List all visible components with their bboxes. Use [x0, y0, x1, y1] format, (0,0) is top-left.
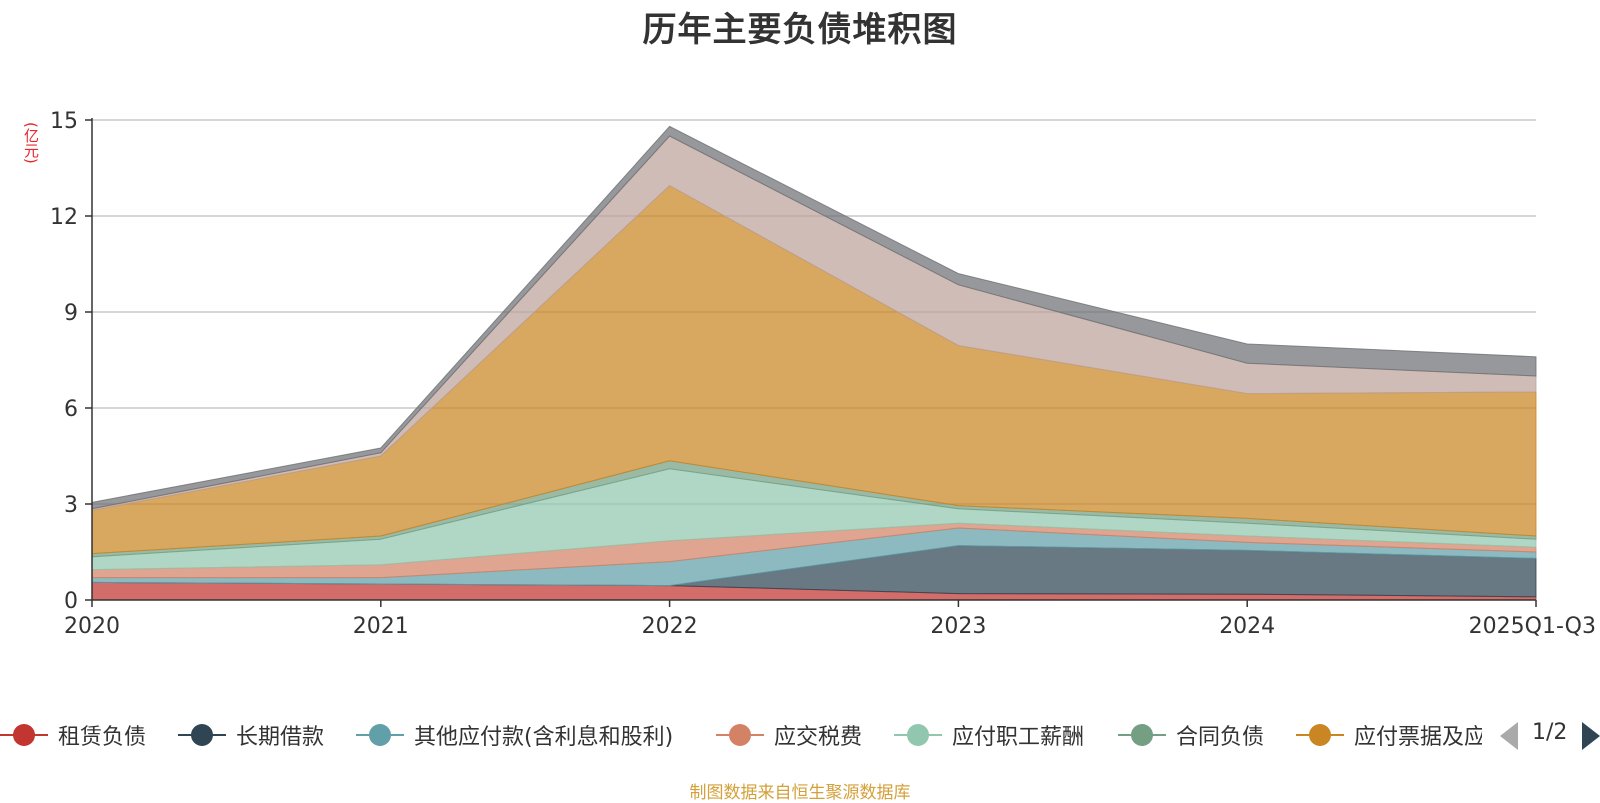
legend-item[interactable]: 应交税费	[716, 718, 876, 752]
y-tick-label: 3	[64, 493, 78, 518]
axes: 0 3 6 9 12 15 2020 2021 2022 2023 2024 2025Q1-Q3	[50, 109, 1596, 639]
legend-marker-icon	[0, 718, 48, 752]
legend-pager: 1/2	[1500, 718, 1600, 752]
legend-label: 应付票据及应付账款	[1354, 725, 1482, 750]
legend-prev-page-icon[interactable]	[1500, 722, 1518, 750]
area-series-group	[91, 125, 1537, 601]
y-axis-unit-label: (亿元)	[22, 122, 40, 164]
x-tick-label: 2024	[1219, 614, 1275, 639]
y-tick-label: 12	[50, 205, 78, 230]
legend-marker-icon	[894, 718, 942, 752]
legend-page-indicator: 1/2	[1532, 720, 1568, 745]
legend-item[interactable]: 租赁负债	[0, 718, 160, 752]
legend-item[interactable]: 应付票据及应付账款	[1296, 718, 1482, 752]
y-tick-label: 0	[64, 589, 78, 614]
x-tick-label: 2022	[642, 614, 698, 639]
legend-label: 长期借款	[236, 725, 325, 750]
legend-label: 其他应付款(含利息和股利)	[414, 725, 674, 750]
area-series-8	[91, 125, 1537, 510]
y-tick-label: 6	[64, 397, 78, 422]
y-tick-label: 9	[64, 301, 78, 326]
legend-marker-icon	[716, 718, 764, 752]
legend-marker-icon	[178, 718, 226, 752]
legend-marker-icon	[356, 718, 404, 752]
x-tick-label: 2020	[64, 614, 120, 639]
chart-title: 历年主要负债堆积图	[642, 10, 958, 50]
source-note: 制图数据来自恒生聚源数据库	[689, 783, 911, 803]
legend-marker-icon	[1296, 718, 1344, 752]
legend: 租赁负债 长期借款 其他应付款(含利息和股利) 应交税费 应付职工薪酬 合同负债 应付票据及…	[0, 718, 1600, 752]
legend-label: 租赁负债	[58, 725, 147, 750]
legend-item[interactable]: 应付职工薪酬	[894, 718, 1099, 752]
legend-item[interactable]: 合同负债	[1118, 718, 1278, 752]
legend-item[interactable]: 其他应付款(含利息和股利)	[356, 718, 696, 752]
x-tick-label: 2025Q1-Q3	[1469, 614, 1596, 639]
legend-label: 合同负债	[1176, 725, 1265, 750]
stacked-area-chart: 0 3 6 9 12 15 2020 2021 2022 2023 2024 2025Q1-Q3	[50, 109, 1596, 639]
legend-next-page-icon[interactable]	[1582, 722, 1600, 750]
legend-marker-icon	[1118, 718, 1166, 752]
x-tick-label: 2023	[930, 614, 986, 639]
x-tick-label: 2021	[353, 614, 409, 639]
y-tick-label: 15	[50, 109, 78, 134]
legend-item[interactable]: 长期借款	[178, 718, 338, 752]
legend-label: 应付职工薪酬	[952, 725, 1085, 750]
legend-label: 应交税费	[774, 725, 863, 750]
